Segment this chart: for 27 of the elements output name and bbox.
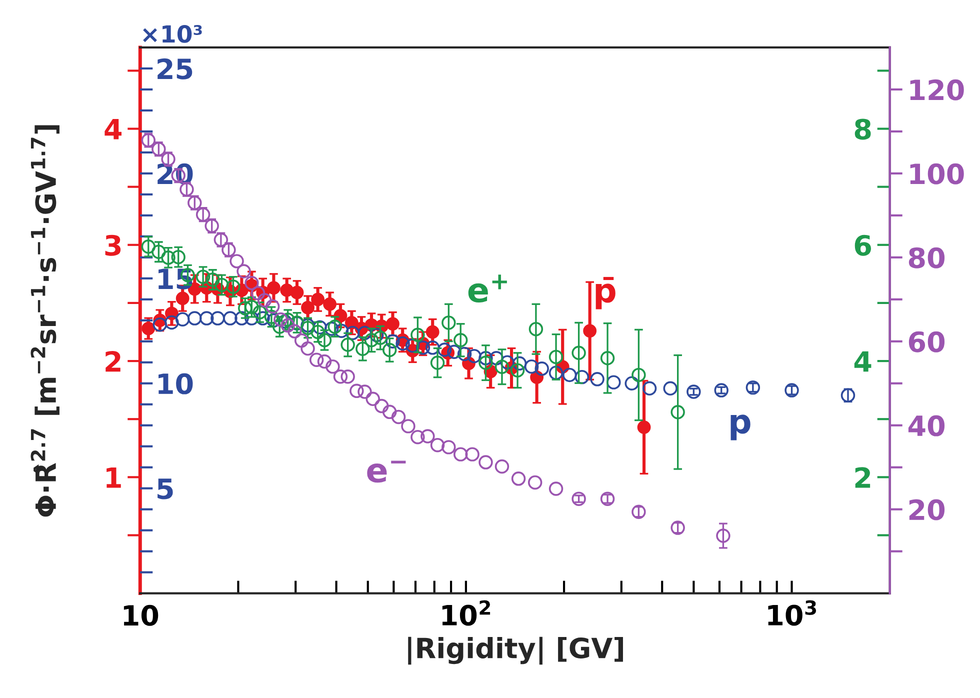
- y-tick-label: 20: [909, 499, 945, 520]
- y2-tick-label: 5: [158, 478, 173, 500]
- y-tick-label: 80: [908, 247, 945, 268]
- y3-tick-label: 4: [854, 351, 872, 372]
- y-tick-label: 60: [908, 331, 945, 352]
- y-tick-label: 40: [908, 415, 945, 436]
- y3-tick-label: 6: [854, 234, 871, 256]
- series-label: p̄: [596, 276, 616, 310]
- x-tick-label: 10$^{3}$: [768, 600, 816, 626]
- y3-tick-label: 2: [855, 467, 870, 488]
- x-tick-label: 10$^{2}$: [442, 600, 490, 626]
- y2-tick-label: 10: [158, 373, 193, 394]
- y2-tick-label: 25: [158, 58, 192, 80]
- series-label: e$^{−}$: [367, 460, 406, 483]
- y-tick-label: 1: [106, 467, 121, 488]
- y-tick-label: 4: [104, 119, 122, 140]
- y-tick-label: 2: [106, 350, 120, 372]
- y-tick-label: 120: [910, 79, 964, 100]
- x-axis-title: |Rigidity| [GV]: [408, 636, 623, 665]
- series-label: p: [730, 414, 750, 440]
- x-tick-label: 10: [124, 604, 158, 626]
- y-tick-label: 3: [105, 234, 121, 256]
- text: Φ·R̂$^{2.7}$ [m$^{−2}$sr$^{−1}$·s$^{−1}$·GV$^{1.7}$]: [30, 125, 60, 517]
- y3-tick-label: 8: [854, 118, 871, 140]
- y-tick-label: 100: [910, 163, 964, 184]
- text: ×10³: [143, 25, 202, 43]
- series-label: e$^{+}$: [468, 274, 507, 302]
